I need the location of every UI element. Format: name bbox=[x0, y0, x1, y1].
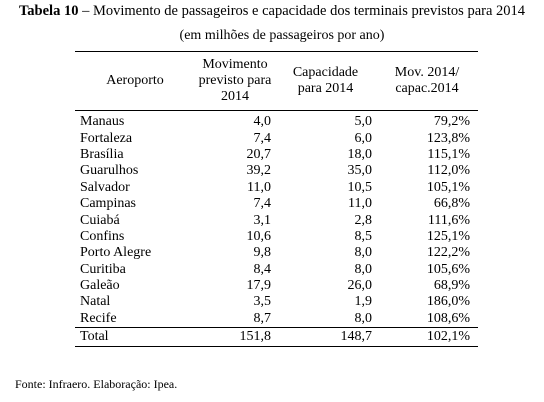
cell-label: Salvador bbox=[80, 179, 130, 195]
cell-value: 66,8% bbox=[433, 196, 470, 212]
cell-value: 105,6% bbox=[426, 261, 470, 277]
cell-label: Confins bbox=[80, 228, 125, 244]
table-row: Campinas 7,4 11,0 66,8% bbox=[75, 196, 478, 212]
column-header: Capacidade para 2014 bbox=[275, 51, 376, 111]
cell-label: Campinas bbox=[80, 196, 136, 212]
column-header: Movimento previsto para 2014 bbox=[195, 51, 275, 111]
title-label: Tabela 10 bbox=[18, 3, 79, 19]
table-row: Galeão 17,9 26,0 68,9% bbox=[75, 278, 478, 294]
cell-value: 112,0% bbox=[427, 163, 470, 179]
cell-label: Recife bbox=[80, 310, 117, 326]
cell-value: 68,9% bbox=[433, 278, 470, 294]
cell-value: 26,0 bbox=[347, 278, 373, 294]
cell-value: 8,4 bbox=[253, 261, 272, 277]
table-row: Cuiabá 3,1 2,8 111,6% bbox=[75, 212, 478, 228]
cell-value: 115,1% bbox=[427, 146, 470, 162]
table-row: Porto Alegre 9,8 8,0 122,2% bbox=[75, 245, 478, 261]
cell-value: 79,2% bbox=[433, 114, 470, 130]
total-row: Total 151,8 148,7 102,1% bbox=[75, 327, 478, 348]
table-row: Recife 8,7 8,0 108,6% bbox=[75, 311, 478, 328]
source: Fonte: Infraero. Elaboração: Ipea. bbox=[15, 377, 178, 391]
cell-label: Curitiba bbox=[80, 261, 126, 277]
header-line: 2014 bbox=[221, 89, 249, 104]
header-row: Aeroporto Movimento previsto para 2014 Capac… bbox=[75, 51, 478, 111]
cell-value: 3,1 bbox=[253, 212, 272, 228]
cell-value: 35,0 bbox=[347, 163, 373, 179]
cell-value: 122,2% bbox=[426, 245, 470, 261]
table-body: Manaus 4,0 5,0 79,2% Fortaleza 7,4 6,0 123,8% Br… bbox=[75, 111, 478, 348]
cell-label: Fortaleza bbox=[80, 130, 133, 146]
cell-label: Cuiabá bbox=[80, 212, 120, 228]
title-text: – Movimento de passageiros e capacidade … bbox=[78, 3, 526, 19]
cell-label: Guarulhos bbox=[80, 163, 139, 179]
cell-value: 1,9 bbox=[354, 294, 373, 310]
cell-value: 9,8 bbox=[253, 245, 272, 261]
cell-value: 11,0 bbox=[247, 179, 271, 195]
cell-value: 148,7 bbox=[275, 327, 376, 348]
header-line: Aeroporto bbox=[106, 73, 164, 88]
cell-value: 186,0% bbox=[426, 294, 470, 310]
cell-value: 17,9 bbox=[246, 278, 272, 294]
cell-label: Manaus bbox=[80, 114, 125, 130]
data-table: Aeroporto Movimento previsto para 2014 Capac… bbox=[75, 51, 478, 348]
cell-value: 10,5 bbox=[347, 179, 373, 195]
subtitle: (em milhões de passageiros por ano) bbox=[179, 28, 385, 43]
table-row: Natal 3,5 1,9 186,0% bbox=[75, 294, 478, 310]
table-row: Confins 10,6 8,5 125,1% bbox=[75, 229, 478, 245]
cell-value: 7,4 bbox=[253, 196, 272, 212]
cell-value: 10,6 bbox=[246, 228, 272, 244]
column-header: Aeroporto bbox=[75, 51, 195, 111]
cell-label: Porto Alegre bbox=[80, 245, 152, 261]
cell-value: 4,0 bbox=[253, 114, 272, 130]
cell-value: 3,5 bbox=[253, 294, 272, 310]
header-line: previsto para bbox=[198, 73, 272, 88]
cell-label: Brasília bbox=[80, 146, 124, 162]
table-row: Guarulhos 39,2 35,0 112,0% bbox=[75, 163, 478, 179]
cell-value: 11,0 bbox=[348, 196, 372, 212]
title: Tabela 10 – Movimento de passageiros e c… bbox=[0, 3, 544, 20]
cell-value: 18,0 bbox=[347, 146, 373, 162]
cell-value: 8,0 bbox=[354, 310, 373, 326]
cell-value: 39,2 bbox=[246, 163, 272, 179]
header-line: Capacidade bbox=[292, 65, 359, 80]
cell-label: Galeão bbox=[80, 278, 120, 294]
header-line: Mov. 2014/ bbox=[394, 65, 460, 80]
cell-value: 151,8 bbox=[195, 327, 275, 348]
cell-value: 8,7 bbox=[253, 310, 272, 326]
header-line: para 2014 bbox=[297, 81, 354, 96]
header-line: Movimento bbox=[202, 57, 268, 72]
cell-label: Total bbox=[75, 327, 195, 348]
cell-value: 123,8% bbox=[426, 130, 470, 146]
cell-value: 8,0 bbox=[354, 261, 373, 277]
cell-value: 20,7 bbox=[246, 146, 272, 162]
cell-value: 105,1% bbox=[426, 179, 470, 195]
table-row: Manaus 4,0 5,0 79,2% bbox=[75, 111, 478, 131]
table-row: Salvador 11,0 10,5 105,1% bbox=[75, 180, 478, 196]
cell-value: 8,5 bbox=[354, 228, 373, 244]
cell-value: 7,4 bbox=[253, 130, 272, 146]
cell-value: 111,6% bbox=[427, 212, 470, 228]
cell-value: 6,0 bbox=[354, 130, 373, 146]
cell-value: 5,0 bbox=[354, 114, 373, 130]
cell-value: 8,0 bbox=[354, 245, 373, 261]
column-header: Mov. 2014/capac.2014 bbox=[376, 51, 478, 111]
table-row: Curitiba 8,4 8,0 105,6% bbox=[75, 262, 478, 278]
cell-value: 108,6% bbox=[426, 310, 470, 326]
cell-value: 102,1% bbox=[376, 327, 478, 348]
table-row: Fortaleza 7,4 6,0 123,8% bbox=[75, 130, 478, 146]
cell-label: Natal bbox=[80, 294, 111, 310]
header-line: capac.2014 bbox=[395, 81, 459, 96]
cell-value: 125,1% bbox=[426, 228, 470, 244]
cell-value: 2,8 bbox=[354, 212, 373, 228]
table-row: Brasília 20,7 18,0 115,1% bbox=[75, 147, 478, 163]
